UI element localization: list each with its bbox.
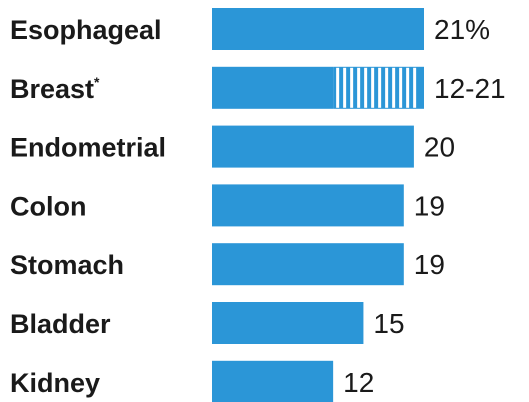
category-label-endometrial: Endometrial [10, 133, 166, 163]
value-label-colon: 19 [414, 190, 445, 221]
category-label-bladder: Bladder [10, 309, 111, 339]
category-label-esophageal: Esophageal [10, 15, 162, 45]
category-label-breast: Breast* [10, 74, 100, 104]
bar-endometrial [212, 125, 414, 168]
value-label-kidney: 12 [343, 367, 374, 398]
value-label-stomach: 19 [414, 249, 445, 280]
value-label-bladder: 15 [373, 308, 404, 339]
category-label-kidney: Kidney [10, 368, 100, 398]
value-label-esophageal: 21% [434, 14, 490, 45]
bar-kidney [212, 360, 334, 402]
bar-colon [212, 184, 404, 227]
category-label-stomach: Stomach [10, 250, 124, 280]
value-label-endometrial: 20 [424, 132, 455, 163]
value-label-breast: 12-21 [434, 73, 506, 104]
bar-stomach [212, 243, 404, 286]
bar-esophageal [212, 8, 424, 50]
bar-bladder [212, 302, 364, 344]
category-label-colon: Colon [10, 191, 86, 221]
bar-range-breast [333, 66, 424, 109]
footnote-mark: * [94, 74, 100, 90]
bar-breast [212, 66, 334, 109]
